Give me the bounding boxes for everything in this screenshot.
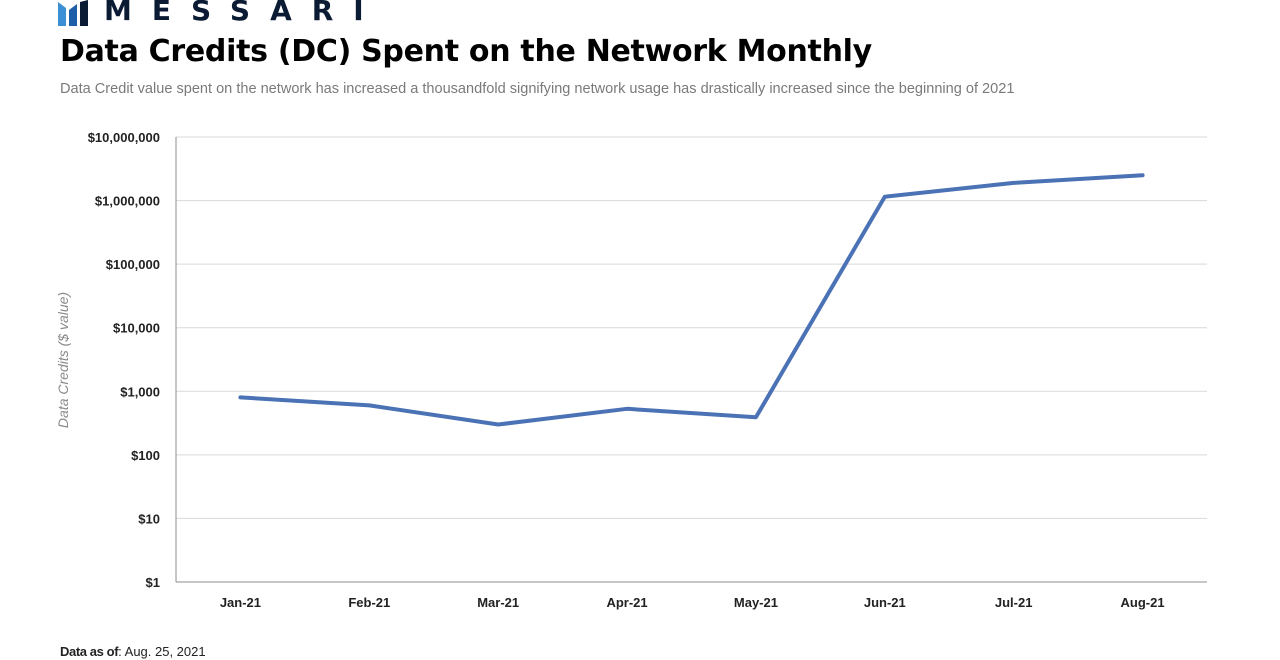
series-line	[238, 173, 1145, 427]
y-tick-label: $100,000	[106, 257, 160, 272]
x-tick-labels: Jan-21 Feb-21 Mar-21 Apr-21 May-21 Jun-21 Jul-…	[220, 595, 1165, 610]
data-as-of-date: : Aug. 25, 2021	[118, 644, 206, 659]
x-tick-label: Jun-21	[864, 595, 906, 610]
x-tick-label: Feb-21	[348, 595, 390, 610]
x-tick-label: May-21	[734, 595, 778, 610]
x-tick-label: Jul-21	[995, 595, 1033, 610]
x-tick-label: Jan-21	[220, 595, 261, 610]
series-lines	[238, 173, 1145, 427]
y-tick-label: $10,000	[113, 321, 160, 336]
y-tick-label: $1,000	[120, 384, 160, 399]
y-tick-labels: $1 $10 $100 $1,000 $10,000 $100,000 $1,000,000…	[88, 130, 160, 590]
data-as-of-note: Data as of: Aug. 25, 2021	[60, 644, 206, 659]
line-chart: $1 $10 $100 $1,000 $10,000 $100,000 $1,000,000…	[55, 130, 1207, 610]
chart-subtitle: Data Credit value spent on the network h…	[60, 80, 1015, 97]
y-tick-label: $100	[131, 448, 160, 463]
brand-name: MESSARI	[104, 0, 384, 27]
chart-title: Data Credits (DC) Spent on the Network M…	[60, 34, 872, 69]
gridlines	[176, 136, 1207, 519]
x-tick-label: Aug-21	[1121, 595, 1165, 610]
x-tick-label: Mar-21	[477, 595, 519, 610]
y-axis-label: Data Credits ($ value)	[55, 292, 71, 428]
y-tick-label: $10,000,000	[88, 130, 160, 145]
y-tick-label: $10	[138, 511, 160, 526]
y-tick-label: $1	[146, 575, 160, 590]
messari-mark-icon	[58, 0, 88, 26]
data-as-of-label: Data as of	[60, 644, 119, 659]
axes	[175, 137, 1207, 583]
x-tick-label: Apr-21	[606, 595, 647, 610]
y-tick-label: $1,000,000	[95, 194, 160, 209]
